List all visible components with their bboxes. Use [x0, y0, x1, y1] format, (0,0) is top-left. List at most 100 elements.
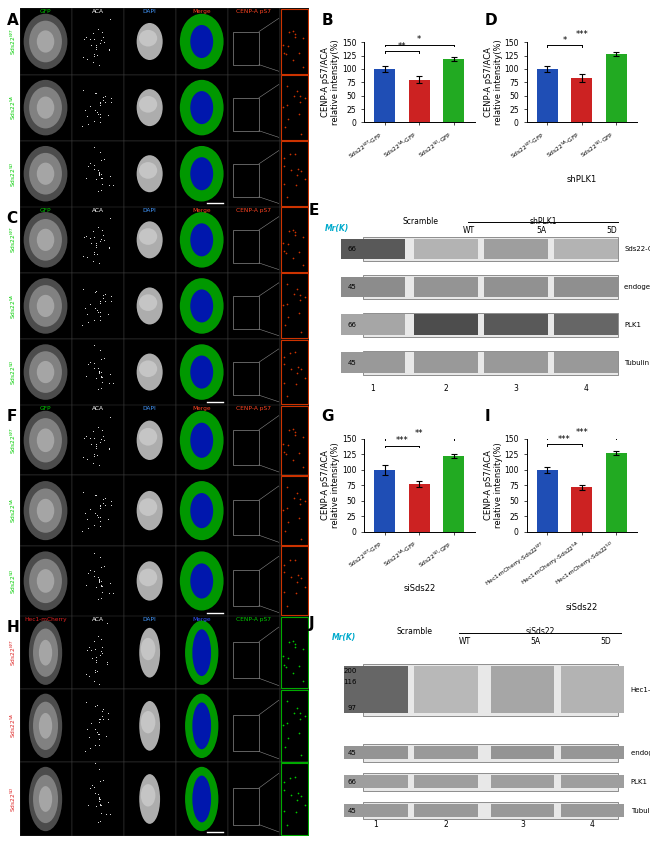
Text: C: C [6, 211, 18, 226]
Ellipse shape [139, 428, 157, 446]
Bar [363, 312, 618, 338]
Bar [72, 616, 124, 690]
Point [94, 573, 104, 587]
Point [88, 158, 99, 171]
Bar [281, 763, 308, 835]
Point [94, 294, 105, 307]
Point [92, 304, 102, 317]
Point [105, 289, 116, 303]
Point [93, 629, 103, 642]
Point [81, 30, 92, 44]
Point [103, 706, 113, 720]
Ellipse shape [180, 411, 224, 470]
Point [91, 656, 101, 669]
Point [86, 651, 97, 664]
Ellipse shape [23, 279, 68, 333]
Ellipse shape [190, 224, 213, 257]
Point [91, 488, 101, 501]
Text: **: ** [415, 429, 424, 438]
Point [281, 297, 292, 311]
Text: 5A: 5A [536, 226, 547, 235]
Point [90, 241, 101, 254]
Bar [124, 207, 176, 273]
Point [96, 578, 107, 592]
Bar [124, 475, 176, 546]
Point [89, 49, 99, 62]
Point [292, 787, 303, 800]
Bar [484, 353, 548, 373]
Point [278, 376, 289, 390]
Ellipse shape [192, 702, 211, 749]
Text: Sds22$^{5A}$: Sds22$^{5A}$ [8, 95, 18, 120]
X-axis label: siSds22: siSds22 [403, 584, 436, 593]
Text: Sds22$^{5D}$: Sds22$^{5D}$ [8, 161, 18, 187]
Point [91, 246, 101, 260]
Point [289, 429, 300, 442]
Point [89, 32, 99, 46]
Text: 4: 4 [584, 384, 589, 393]
Point [292, 486, 303, 500]
Point [83, 641, 94, 654]
Bar [124, 546, 176, 616]
Point [279, 350, 289, 364]
Point [284, 771, 294, 784]
Point [95, 314, 105, 327]
Point [81, 452, 92, 466]
Point [94, 166, 104, 180]
Point [92, 699, 102, 712]
Bar [20, 74, 72, 141]
Bar [72, 273, 124, 339]
Point [292, 569, 303, 582]
Point [95, 774, 105, 787]
Point [83, 565, 94, 579]
Point [104, 442, 114, 456]
Point [90, 236, 101, 250]
Text: 3: 3 [520, 820, 525, 830]
Point [103, 711, 113, 725]
Point [92, 664, 102, 678]
Point [294, 245, 304, 258]
Text: Mr(K): Mr(K) [325, 225, 349, 233]
Ellipse shape [136, 420, 162, 460]
Ellipse shape [33, 775, 58, 823]
Point [90, 642, 100, 656]
Bar [341, 353, 404, 373]
Text: ***: *** [575, 428, 588, 436]
Point [99, 95, 110, 109]
Ellipse shape [139, 162, 157, 179]
Ellipse shape [180, 212, 224, 268]
Point [282, 819, 293, 832]
Point [78, 84, 88, 97]
Point [293, 511, 304, 524]
Bar [281, 273, 308, 338]
Ellipse shape [139, 774, 160, 824]
Text: 45: 45 [348, 360, 357, 366]
Bar [280, 405, 309, 475]
Point [98, 712, 109, 726]
Point [93, 220, 103, 234]
Point [94, 365, 105, 379]
Bar [233, 430, 259, 465]
Bar [72, 546, 124, 616]
Bar [176, 141, 227, 207]
Point [96, 806, 107, 820]
Bar [176, 690, 227, 762]
Point [94, 576, 104, 589]
Point [294, 446, 304, 459]
Point [283, 112, 293, 126]
Point [94, 790, 104, 803]
Bar [484, 315, 548, 335]
Ellipse shape [33, 629, 58, 677]
Point [81, 695, 92, 709]
Ellipse shape [139, 228, 157, 245]
Point [97, 705, 107, 718]
Ellipse shape [136, 221, 162, 258]
Text: H: H [6, 620, 20, 636]
Ellipse shape [23, 80, 68, 135]
Ellipse shape [23, 551, 68, 610]
Point [280, 447, 291, 461]
Bar [176, 339, 227, 405]
Point [92, 106, 102, 119]
Ellipse shape [136, 155, 162, 192]
Bar [20, 616, 72, 690]
